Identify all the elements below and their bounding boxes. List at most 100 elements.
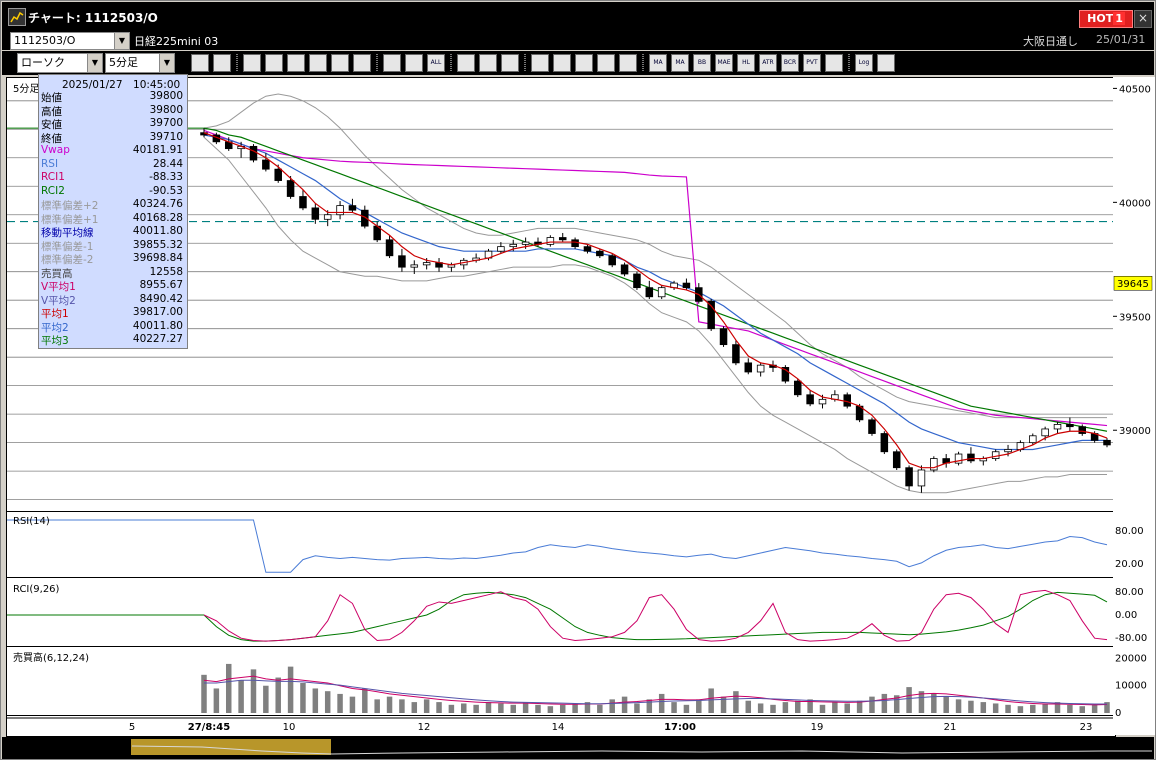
all-icon[interactable]: ALL (427, 54, 445, 72)
data-window-label: 平均3 (41, 335, 69, 347)
hot-button[interactable]: HOT 1 (1079, 10, 1133, 28)
candle-body (361, 209, 369, 227)
candle-body (620, 264, 629, 275)
data-window-label: 終値 (41, 132, 62, 145)
log-icon[interactable]: Log (855, 54, 873, 72)
chart-icon[interactable] (575, 54, 593, 72)
rsi-tick-label: 20.00 (1115, 559, 1144, 570)
atr-icon[interactable]: ATR (759, 54, 777, 72)
volume-bar (696, 699, 702, 713)
data-window-value: -88.33 (149, 171, 183, 183)
volume-bar (498, 703, 504, 713)
volume-bar (881, 693, 888, 713)
chart-area[interactable]: RSI(14) RCI(9,26) 売買高(6,12,24) 5分足 5 27/8:45 1… (6, 77, 1116, 737)
interval-select[interactable]: 5分足 ▼ (105, 53, 175, 73)
crosshair-icon[interactable] (213, 54, 231, 72)
chart-type-select[interactable]: ローソク ▼ (17, 53, 103, 73)
volume-bar (856, 700, 863, 713)
volume-bar (399, 699, 405, 713)
data-window-value: 40227.27 (132, 333, 183, 345)
volume-bar (522, 702, 529, 713)
pen-icon[interactable] (243, 54, 261, 72)
volume-bar (708, 688, 714, 713)
trash-icon[interactable] (353, 54, 371, 72)
data-window-row: 売買高 12558 (41, 266, 183, 280)
data-window-label: V平均2 (41, 294, 76, 307)
candle-left-icon[interactable] (383, 54, 401, 72)
candle-body (596, 250, 604, 257)
time-axis-label: 14 (552, 722, 565, 733)
volume-bar (584, 702, 591, 713)
volume-tick-label: 0 (1115, 708, 1121, 719)
chart-type-value: ローソク (21, 56, 65, 69)
rotate-icon[interactable] (309, 54, 327, 72)
market-label: 大阪日通し (1023, 35, 1078, 48)
wrench-icon[interactable] (479, 54, 497, 72)
price-axis: 40500 40000 39500 39000 39645 80.00 20.00 80.00… (1113, 77, 1155, 735)
hl-icon[interactable]: HL (737, 54, 755, 72)
candle-body (1103, 439, 1111, 446)
candle-body (521, 241, 530, 245)
mae-icon[interactable]: MAE (715, 54, 733, 72)
volume-bar (287, 666, 294, 713)
time-axis-label: 17:00 (664, 722, 696, 733)
bug-icon[interactable] (457, 54, 475, 72)
chart-canvas[interactable]: RSI(14) RCI(9,26) 売買高(6,12,24) 5分足 5 27/8:45 1… (7, 78, 1115, 736)
time-axis-label: 12 (418, 722, 431, 733)
volume-panel-label: 売買高(6,12,24) (13, 651, 89, 664)
notes-icon[interactable] (331, 54, 349, 72)
candle-body (286, 180, 295, 197)
candle-body (1029, 435, 1037, 444)
data-window-value: 40181.91 (132, 144, 183, 156)
candle-body (509, 243, 518, 248)
data-window-label: 平均2 (41, 321, 69, 334)
data-window: 2025/01/27 10:45:00 始値 39800 高値 39800 安値 3970… (38, 74, 188, 349)
volume-bar (263, 685, 269, 713)
candle-body (954, 453, 963, 464)
volume-bar (1005, 704, 1011, 713)
symbol-select[interactable]: 1112503/O ▼ (10, 32, 130, 50)
close-button[interactable]: × (1134, 10, 1152, 28)
toolbar-separator (376, 54, 378, 72)
volume-bar (955, 699, 962, 713)
color-icon[interactable] (501, 54, 519, 72)
data-window-row: 標準偏差-1 39855.32 (41, 239, 183, 253)
time-axis-label: 10 (283, 722, 296, 733)
pvt-icon[interactable]: PVT (803, 54, 821, 72)
ma2-icon[interactable]: MA (671, 54, 689, 72)
data-window-label: 安値 (41, 119, 62, 131)
candle-right-icon[interactable] (405, 54, 423, 72)
zoom-icon[interactable] (191, 54, 209, 72)
data-window-value: 40324.76 (132, 198, 183, 210)
box-icon[interactable] (825, 54, 843, 72)
volume-bar (1079, 706, 1086, 713)
scroll-thumb[interactable] (131, 739, 331, 755)
overview-line (131, 745, 1152, 755)
data-window-row: 終値 39710 (41, 131, 183, 145)
magnifier-chart-icon[interactable] (553, 54, 571, 72)
line-tool-icon[interactable] (265, 54, 283, 72)
ma3-line (203, 127, 1108, 432)
bb-icon[interactable]: BB (693, 54, 711, 72)
volume-bar (634, 703, 640, 713)
volume-bar (572, 703, 578, 713)
ratio-icon[interactable] (597, 54, 615, 72)
data-window-label: 平均1 (41, 308, 69, 320)
bcr-icon[interactable]: BCR (781, 54, 799, 72)
data-window-label: 始値 (41, 92, 62, 104)
candle-body (707, 300, 715, 330)
candle-body (398, 255, 406, 268)
candle-body (348, 205, 357, 211)
volume-bar (943, 696, 949, 713)
cursor-icon[interactable] (287, 54, 305, 72)
rsi-panel-label: RSI(14) (13, 516, 50, 527)
ma-icon[interactable]: MA (649, 54, 667, 72)
data-window-value: 39800 (149, 103, 183, 116)
plus-icon[interactable] (619, 54, 637, 72)
volume-bar (362, 688, 368, 713)
drawdown-icon[interactable] (531, 54, 549, 72)
export-icon[interactable] (877, 54, 895, 72)
data-window-row: RCI2 -90.53 (41, 185, 183, 198)
candle-body (249, 145, 258, 161)
data-window-row: RSI 28.44 (41, 158, 183, 171)
